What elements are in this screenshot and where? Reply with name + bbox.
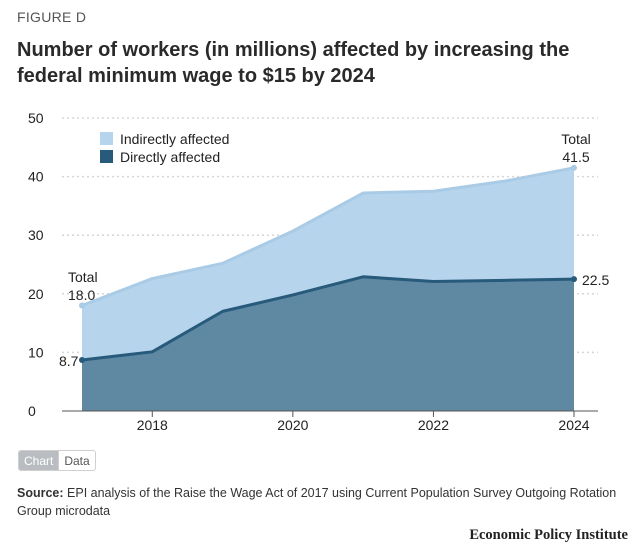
chart-view-button[interactable]: Chart — [19, 451, 59, 470]
source-note: Source: EPI analysis of the Raise the Wa… — [17, 484, 627, 520]
start-total-value: 18.0 — [68, 287, 95, 303]
y-tick-label: 0 — [28, 403, 36, 419]
source-text: EPI analysis of the Raise the Wage Act o… — [17, 486, 617, 518]
area-directly-affected — [82, 276, 574, 411]
start-direct-dot — [79, 357, 85, 364]
brand-logo: Economic Policy Institute — [469, 527, 628, 543]
end-total-dot — [571, 164, 577, 171]
x-tick-label: 2018 — [137, 417, 168, 433]
x-tick-label: 2020 — [277, 417, 308, 433]
y-tick-label: 30 — [28, 227, 44, 243]
chart-title: Number of workers (in millions) affected… — [17, 39, 570, 87]
line-indirectly-affected — [81, 166, 575, 307]
start-total-dot — [79, 302, 85, 309]
x-tick-label: 2024 — [558, 417, 589, 433]
chart: 0 10 20 30 40 50 2018 2020 2022 2024 Total 18.0 8.7 T… — [28, 110, 609, 433]
legend-swatch-directly-affected — [100, 150, 113, 163]
end-direct-dot — [571, 276, 577, 283]
y-tick-label: 40 — [28, 169, 44, 185]
end-total-value: 41.5 — [562, 149, 589, 165]
start-total-label: Total — [68, 269, 98, 285]
figure-label: FIGURE D — [17, 9, 87, 25]
end-total-label: Total — [561, 131, 591, 147]
legend-swatch-indirectly-affected — [100, 132, 113, 145]
y-tick-label: 10 — [28, 344, 44, 360]
line-directly-affected — [81, 275, 575, 362]
start-direct-value: 8.7 — [59, 353, 79, 369]
end-direct-value: 22.5 — [582, 272, 609, 288]
view-toggle: Chart Data — [18, 450, 96, 471]
legend-label-directly-affected: Directly affected — [120, 149, 220, 165]
y-tick-label: 20 — [28, 286, 44, 302]
source-prefix: Source: — [17, 486, 64, 500]
x-tick-label: 2022 — [418, 417, 449, 433]
legend-label-indirectly-affected: Indirectly affected — [120, 131, 229, 147]
data-view-button[interactable]: Data — [58, 451, 95, 470]
y-tick-label: 50 — [28, 110, 44, 126]
